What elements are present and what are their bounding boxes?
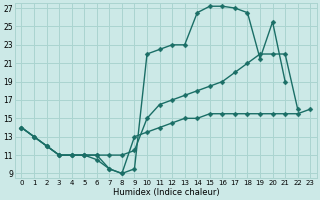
X-axis label: Humidex (Indice chaleur): Humidex (Indice chaleur) [113,188,219,197]
